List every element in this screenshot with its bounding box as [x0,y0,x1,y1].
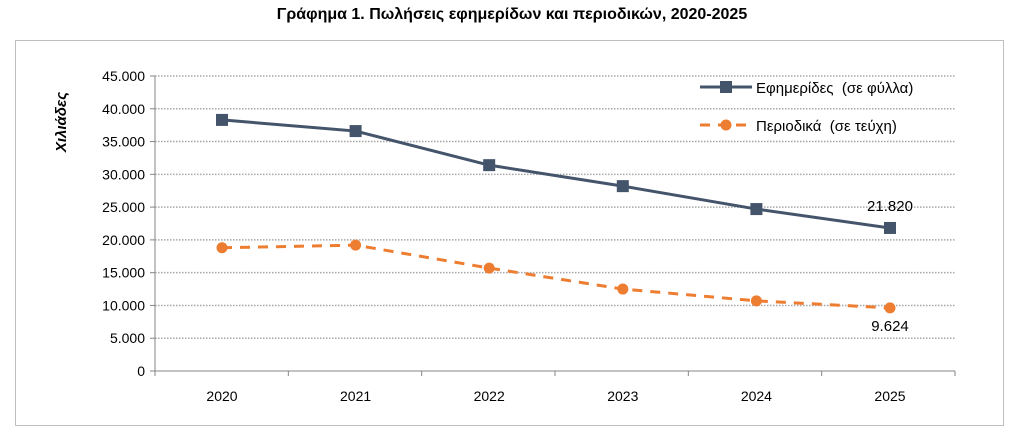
chart-frame [15,40,1004,426]
legend-marker-circle [720,119,732,131]
data-point-square [216,113,228,126]
y-tick-label: 5.000 [110,330,145,346]
y-tick-label: 40.000 [102,101,145,117]
x-tick-label: 2023 [607,388,638,404]
data-point-circle [483,262,495,274]
x-tick-label: 2021 [340,388,371,404]
y-tick-label: 35.000 [102,134,145,150]
data-point-circle [350,239,362,251]
data-point-square [483,159,496,172]
x-tick-label: 2024 [741,388,772,404]
y-tick-label: 25.000 [102,199,145,215]
x-tick-label: 2020 [206,388,237,404]
series-line-1 [221,243,891,310]
x-tick-label: 2025 [874,388,905,404]
data-point-square [750,203,763,216]
y-tick-label: 0 [137,363,145,379]
y-tick-label: 10.000 [102,297,145,313]
y-tick-label: 20.000 [102,232,145,248]
data-point-circle [884,302,896,314]
legend-marker-square [720,81,732,93]
y-tick-label: 45.000 [102,68,145,84]
y-axis-label: Χιλιάδες [53,92,70,153]
data-label: 9.624 [871,318,909,335]
y-tick-label: 30.000 [102,166,145,182]
legend-label: Περιοδικά (σε τεύχη) [756,118,897,135]
series-line-0 [221,118,891,230]
chart-title: Γράφημα 1. Πωλήσεις εφημερίδων και περιο… [276,6,748,23]
data-point-circle [617,283,629,295]
x-tick-label: 2022 [474,388,505,404]
legend-label: Εφημερίδες (σε φύλλα) [756,80,913,97]
data-label: 21.820 [867,198,913,215]
data-point-square [349,125,362,138]
data-point-square [884,221,896,234]
data-point-square [616,180,629,193]
data-point-circle [216,242,228,254]
y-tick-label: 15.000 [102,265,145,281]
data-point-circle [750,295,762,307]
